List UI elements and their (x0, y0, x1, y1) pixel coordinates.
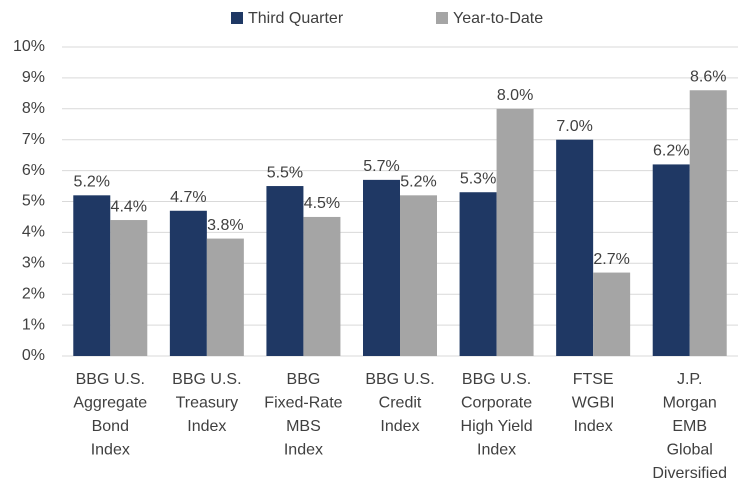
x-tick-label-line: BBG (287, 371, 321, 388)
x-tick-label-line: Fixed-Rate (264, 395, 342, 412)
legend-swatch (231, 12, 243, 24)
x-tick-label-line: Diversified (652, 465, 727, 482)
value-label: 8.6% (690, 68, 726, 85)
x-tick-label: BBG U.S. Aggregate Bond Index (73, 371, 147, 459)
x-tick-label-line: Global (667, 442, 713, 459)
x-tick-label: J.P. Morgan EMB Global Diversified (652, 371, 727, 482)
x-tick-label-line: High Yield (461, 418, 533, 435)
value-label: 5.3% (460, 170, 496, 187)
x-tick-label-line: EMB (672, 418, 707, 435)
x-tick-label-line: Index (380, 418, 419, 435)
bar (303, 216, 341, 356)
x-tick-label: BBG U.S. Credit Index (365, 371, 434, 435)
y-tick-label: 10% (13, 38, 45, 55)
legend-swatch (436, 12, 448, 24)
x-tick-label-line: Index (91, 442, 130, 459)
x-tick-label-line: BBG U.S. (172, 371, 241, 388)
bar (363, 179, 400, 356)
y-tick-label: 8% (22, 100, 45, 117)
x-tick-label: BBG U.S. Treasury Index (172, 371, 241, 435)
bar (169, 210, 207, 356)
x-tick-label-line: BBG U.S. (76, 371, 145, 388)
value-label: 5.2% (74, 174, 110, 191)
y-tick-label: 3% (22, 255, 45, 272)
bar (110, 220, 148, 356)
value-label: 7.0% (556, 118, 592, 135)
x-tick-label-line: Morgan (663, 395, 717, 412)
x-tick-label-line: Index (284, 442, 323, 459)
x-tick-label-line: WGBI (572, 395, 615, 412)
x-tick-label-line: Index (187, 418, 226, 435)
y-tick-label: 2% (22, 285, 45, 302)
bar (73, 195, 111, 356)
x-tick-label-line: Corporate (461, 395, 532, 412)
bar (266, 186, 304, 356)
x-tick-label-line: BBG U.S. (365, 371, 434, 388)
x-tick-label-line: Index (574, 418, 613, 435)
x-tick-label: FTSE WGBI Index (572, 371, 615, 435)
x-tick-label-line: J.P. (677, 371, 703, 388)
x-tick-label-line: Aggregate (73, 395, 147, 412)
bar (593, 272, 631, 356)
y-tick-label: 9% (22, 69, 45, 86)
bar (400, 195, 437, 356)
bar (689, 90, 727, 356)
y-tick-label: 4% (22, 224, 45, 241)
x-tick-label-line: FTSE (573, 371, 614, 388)
y-tick-label: 5% (22, 193, 45, 210)
x-tick-label-line: Bond (92, 418, 129, 435)
value-label: 5.5% (267, 164, 303, 181)
value-label: 3.8% (207, 217, 243, 234)
value-label: 4.4% (111, 198, 147, 215)
value-label: 8.0% (497, 87, 533, 104)
value-label: 4.7% (170, 189, 206, 206)
x-tick-label: BBG Fixed-Rate MBS Index (264, 371, 342, 459)
legend-label: Third Quarter (248, 10, 344, 27)
x-tick-label-line: Treasury (176, 395, 239, 412)
y-tick-label: 1% (22, 316, 45, 333)
value-label: 4.5% (304, 195, 340, 212)
y-tick-label: 0% (22, 347, 45, 364)
x-tick-label-line: BBG U.S. (462, 371, 531, 388)
value-label: 2.7% (593, 251, 629, 268)
x-tick-label-line: Index (477, 442, 516, 459)
x-tick-label-line: Credit (379, 395, 422, 412)
y-tick-label: 6% (22, 162, 45, 179)
bar (459, 192, 497, 356)
bar (556, 139, 594, 356)
legend-label: Year-to-Date (453, 10, 543, 27)
bar (206, 238, 244, 356)
value-label: 5.7% (363, 158, 399, 175)
bar (652, 164, 690, 356)
value-label: 5.2% (400, 174, 436, 191)
x-tick-label: BBG U.S. Corporate High Yield Index (461, 371, 533, 459)
x-tick-label-line: MBS (286, 418, 321, 435)
y-tick-label: 7% (22, 131, 45, 148)
bar (496, 108, 534, 356)
value-label: 6.2% (653, 143, 689, 160)
